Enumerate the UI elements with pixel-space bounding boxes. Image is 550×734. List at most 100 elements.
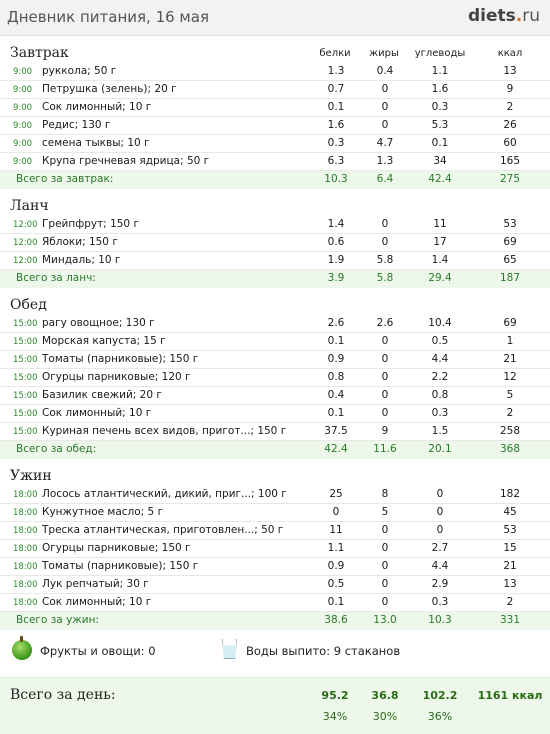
food-time: 15:00	[13, 427, 38, 437]
meal-total-row: Всего за обед: 42.4 11.6 20.1 368	[0, 441, 550, 459]
food-kcal: 9	[506, 83, 514, 95]
food-kcal: 2	[506, 407, 514, 419]
food-row[interactable]: 18:00 Треска атлантическая, приготовлен..…	[0, 522, 550, 540]
food-row[interactable]: 9:00 руккола; 50 г 1.3 0.4 1.1 13	[0, 63, 550, 81]
food-protein: 25	[329, 488, 343, 500]
food-row[interactable]: 9:00 Редис; 130 г 1.6 0 5.3 26	[0, 117, 550, 135]
food-row[interactable]: 15:00 Базилик свежий; 20 г 0.4 0 0.8 5	[0, 387, 550, 405]
meal-section: Ужин 18:00 Лосось атлантический, дикий, пр…	[0, 467, 550, 630]
food-name: Лосось атлантический, дикий, приг...; 10…	[42, 488, 287, 500]
food-carbs: 0	[436, 488, 444, 500]
food-row[interactable]: 12:00 Грейпфрут; 150 г 1.4 0 11 53	[0, 216, 550, 234]
food-row[interactable]: 9:00 Сок лимонный; 10 г 0.1 0 0.3 2	[0, 99, 550, 117]
food-carbs: 1.1	[431, 65, 449, 77]
meal-section: Ланч 12:00 Грейпфрут; 150 г 1.4 0 11 53 12:00 Яб…	[0, 197, 550, 296]
food-row[interactable]: 9:00 Крупа гречневая ядрица; 50 г 6.3 1.3 34…	[0, 153, 550, 171]
food-carbs: 4.4	[431, 560, 449, 572]
meal-section: Обед 15:00 рагу овощное; 130 г 2.6 2.6 10.4 69…	[0, 296, 550, 467]
food-row[interactable]: 18:00 Томаты (парниковые); 150 г 0.9 0 4.4 21	[0, 558, 550, 576]
food-carbs: 17	[433, 236, 447, 248]
food-carbs: 1.6	[431, 83, 449, 95]
food-row[interactable]: 9:00 Петрушка (зелень); 20 г 0.7 0 1.6 9	[0, 81, 550, 99]
food-carbs: 0.3	[431, 596, 449, 608]
site-logo[interactable]: diets.ru	[468, 6, 540, 26]
top-bar: Дневник питания, 16 мая diets.ru	[0, 0, 550, 36]
food-kcal: 60	[503, 137, 517, 149]
food-fat: 0	[381, 542, 389, 554]
day-carbs: 102.2	[422, 689, 458, 702]
food-kcal: 182	[499, 488, 521, 500]
food-name: Кунжутное масло; 5 г	[42, 506, 164, 518]
meal-total-row: Всего за ужин: 38.6 13.0 10.3 331	[0, 612, 550, 630]
logo-text: diets	[467, 6, 516, 26]
food-protein: 0.3	[327, 137, 345, 149]
food-protein: 11	[329, 524, 343, 536]
food-row[interactable]: 15:00 Томаты (парниковые); 150 г 0.9 0 4.4 21	[0, 351, 550, 369]
food-kcal: 258	[499, 425, 521, 437]
food-fat: 0	[381, 407, 389, 419]
total-carbs: 10.3	[428, 614, 452, 626]
food-name: Морская капуста; 15 г	[42, 335, 166, 347]
food-row[interactable]: 18:00 Лук репчатый; 30 г 0.5 0 2.9 13	[0, 576, 550, 594]
food-row[interactable]: 12:00 Яблоки; 150 г 0.6 0 17 69	[0, 234, 550, 252]
food-time: 9:00	[13, 121, 33, 131]
food-protein: 0.9	[327, 353, 345, 365]
food-name: Сок лимонный; 10 г	[42, 407, 152, 419]
column-header-carbs: углеводы	[414, 48, 466, 59]
food-protein: 0.8	[327, 371, 345, 383]
meal-total-row: Всего за ланч: 3.9 5.8 29.4 187	[0, 270, 550, 288]
food-row[interactable]: 9:00 семена тыквы; 10 г 0.3 4.7 0.1 60	[0, 135, 550, 153]
food-time: 18:00	[13, 526, 38, 536]
food-fat: 0.4	[376, 65, 394, 77]
food-protein: 1.6	[327, 119, 345, 131]
food-row[interactable]: 12:00 Миндаль; 10 г 1.9 5.8 1.4 65	[0, 252, 550, 270]
food-name: Базилик свежий; 20 г	[42, 389, 162, 401]
food-carbs: 11	[433, 218, 447, 230]
food-time: 18:00	[13, 508, 38, 518]
food-name: рагу овощное; 130 г	[42, 317, 155, 329]
food-protein: 37.5	[324, 425, 348, 437]
logo-tld: ru	[522, 6, 540, 26]
food-row[interactable]: 18:00 Огурцы парниковые; 150 г 1.1 0 2.7 15	[0, 540, 550, 558]
food-protein: 0.7	[327, 83, 345, 95]
food-name: Крупа гречневая ядрица; 50 г	[42, 155, 210, 167]
food-time: 9:00	[13, 157, 33, 167]
glass-icon	[222, 639, 237, 659]
food-row[interactable]: 18:00 Лосось атлантический, дикий, приг..…	[0, 486, 550, 504]
food-fat: 2.6	[376, 317, 394, 329]
water-label: Воды выпито: 9 стаканов	[246, 644, 401, 658]
food-name: Лук репчатый; 30 г	[42, 578, 149, 590]
food-kcal: 53	[503, 524, 517, 536]
food-kcal: 2	[506, 101, 514, 113]
day-fat: 36.8	[371, 689, 399, 702]
food-row[interactable]: 18:00 Сок лимонный; 10 г 0.1 0 0.3 2	[0, 594, 550, 612]
food-row[interactable]: 15:00 Куриная печень всех видов, пригот..…	[0, 423, 550, 441]
food-fat: 0	[381, 389, 389, 401]
food-row[interactable]: 15:00 Морская капуста; 15 г 0.1 0 0.5 1	[0, 333, 550, 351]
food-protein: 1.9	[327, 254, 345, 266]
day-kcal: 1161 ккал	[477, 689, 543, 702]
food-name: Редис; 130 г	[42, 119, 111, 131]
food-row[interactable]: 15:00 рагу овощное; 130 г 2.6 2.6 10.4 69	[0, 315, 550, 333]
food-carbs: 0	[436, 524, 444, 536]
food-fat: 0	[381, 119, 389, 131]
food-row[interactable]: 15:00 Сок лимонный; 10 г 0.1 0 0.3 2	[0, 405, 550, 423]
food-carbs: 2.7	[431, 542, 449, 554]
food-time: 18:00	[13, 490, 38, 500]
food-time: 18:00	[13, 544, 38, 554]
food-row[interactable]: 18:00 Кунжутное масло; 5 г 0 5 0 45	[0, 504, 550, 522]
meal-header: Ланч	[0, 197, 550, 216]
total-fat: 13.0	[373, 614, 397, 626]
meal-title: Завтрак	[10, 45, 69, 61]
food-name: Миндаль; 10 г	[42, 254, 121, 266]
food-carbs: 1.4	[431, 254, 449, 266]
meal-total-label: Всего за ужин:	[16, 614, 99, 626]
food-fat: 0	[381, 236, 389, 248]
food-row[interactable]: 15:00 Огурцы парниковые; 120 г 0.8 0 2.2 12	[0, 369, 550, 387]
total-carbs: 42.4	[428, 173, 452, 185]
food-time: 18:00	[13, 580, 38, 590]
food-protein: 0.1	[327, 335, 345, 347]
food-time: 15:00	[13, 355, 38, 365]
food-kcal: 65	[503, 254, 517, 266]
food-kcal: 15	[503, 542, 517, 554]
